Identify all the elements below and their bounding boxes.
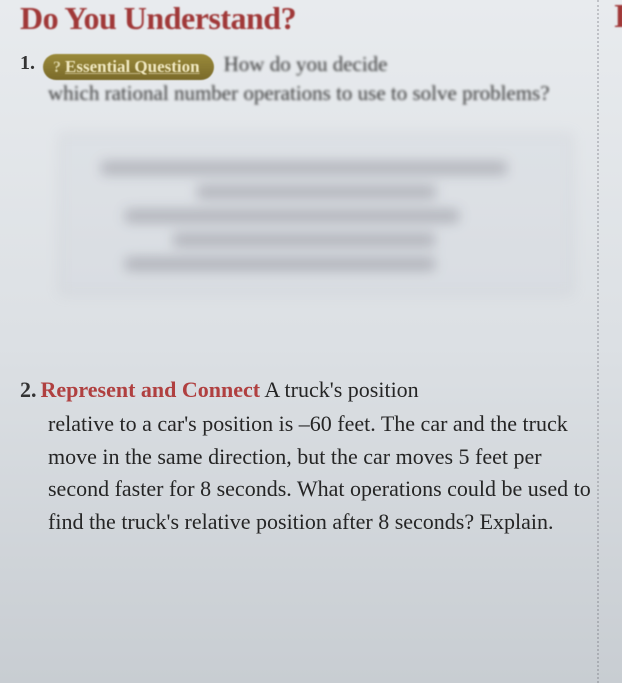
page-title: Do You Understand? <box>20 0 592 37</box>
q2-text-body: relative to a car's position is –60 feet… <box>20 408 592 538</box>
q1-number: 1. <box>20 52 35 74</box>
q2-number: 2. <box>20 377 37 402</box>
question-2: 2. Represent and Connect A truck's posit… <box>20 374 592 539</box>
question-1: 1. ?Essential Question How do you decide… <box>20 52 592 109</box>
column-divider <box>597 0 622 683</box>
essential-badge-label: Essential Question <box>65 57 200 76</box>
q2-label: Represent and Connect <box>41 377 261 402</box>
answer-box-blurred <box>60 134 572 294</box>
q1-text-body: which rational number operations to use … <box>20 78 592 108</box>
essential-question-badge: ?Essential Question <box>43 54 214 80</box>
q1-text-inline: How do you decide <box>224 52 388 76</box>
q2-text-inline: A truck's position <box>260 377 419 402</box>
question-mark-icon: ? <box>53 59 61 76</box>
partial-heading-right: I <box>614 0 622 36</box>
